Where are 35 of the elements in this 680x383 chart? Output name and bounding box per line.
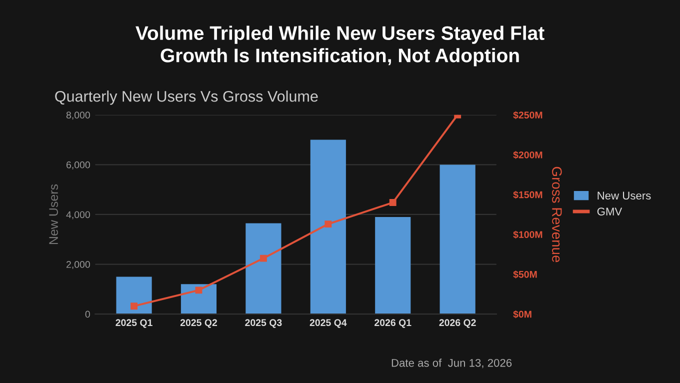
bar xyxy=(180,284,217,314)
y-tick-label: 8,000 xyxy=(66,112,90,120)
chart-title: Volume Tripled While New Users Stayed Flat Growth Is Intensification, Not Adoption xyxy=(136,26,544,66)
y-tick-label: 0 xyxy=(85,310,90,318)
bar xyxy=(310,140,346,314)
text: Date as of Jun 13, 2026 xyxy=(392,358,512,368)
y-axis-title: New Users xyxy=(49,184,58,244)
x-tick-label: 2026 Q1 xyxy=(374,319,412,328)
point xyxy=(260,254,267,262)
bar xyxy=(246,223,282,314)
legend-label: GMV xyxy=(597,208,622,216)
y2-tick-label: $150M xyxy=(513,190,542,199)
legend-label: New Users xyxy=(598,192,651,200)
y2-tick-label: $50M xyxy=(513,270,537,278)
y-tick-label: 2,000 xyxy=(66,261,90,270)
y2-axis-title: Gross Revenue xyxy=(552,166,562,262)
x-tick-label: 2026 Q2 xyxy=(439,319,476,328)
point xyxy=(389,199,396,206)
point xyxy=(130,302,138,310)
point xyxy=(195,286,202,294)
bar xyxy=(116,276,152,314)
x-tick-label: 2025 Q1 xyxy=(116,319,152,328)
y-tick-label: 6,000 xyxy=(66,161,90,170)
x-tick-label: 2025 Q3 xyxy=(245,319,282,328)
y2-tick-label: $0M xyxy=(513,310,532,318)
chart-subtitle: Quarterly New Users Vs Gross Volume xyxy=(55,90,318,105)
y-tick-label: 4,000 xyxy=(66,211,90,220)
y2-tick-label: $200M xyxy=(513,151,542,159)
x-tick-label: 2025 Q4 xyxy=(310,319,347,328)
y2-tick-label: $100M xyxy=(513,230,542,239)
point xyxy=(324,220,332,228)
bar xyxy=(375,216,411,314)
x-tick-label: 2025 Q2 xyxy=(180,319,217,328)
bar xyxy=(440,164,476,314)
y2-tick-label: $250M xyxy=(513,111,542,120)
